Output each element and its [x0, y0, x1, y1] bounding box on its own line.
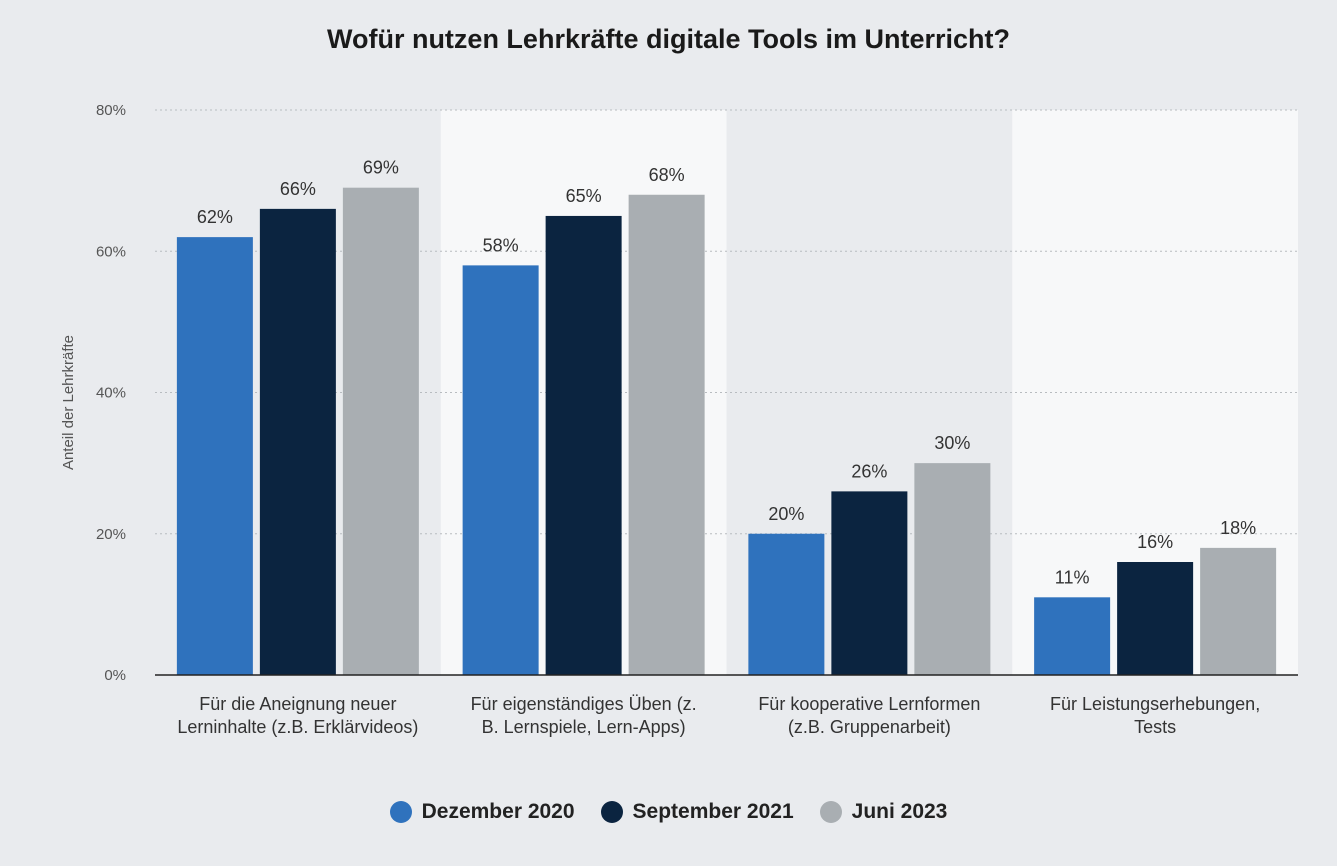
legend-dot-dezember-2020: [389, 801, 412, 823]
data-label: 30%: [934, 433, 970, 453]
x-tick-label: Lerninhalte (z.B. Erklärvideos): [177, 717, 418, 737]
x-tick-label: Für Leistungserhebungen,: [1050, 694, 1260, 714]
bar: [259, 208, 336, 675]
legend-item-dezember-2020[interactable]: Dezember 2020: [389, 800, 575, 824]
bar: [1034, 597, 1111, 675]
legend-label: Juni 2023: [851, 800, 948, 823]
data-label: 11%: [1055, 567, 1090, 587]
data-label: 26%: [851, 461, 887, 481]
data-label: 16%: [1137, 532, 1173, 552]
data-label: 66%: [280, 179, 316, 199]
legend-dot-september-2021: [600, 801, 623, 823]
y-tick-label: 60%: [96, 243, 126, 260]
legend-label: Dezember 2020: [421, 800, 575, 823]
x-tick-label: (z.B. Gruppenarbeit): [788, 717, 951, 737]
bar: [748, 533, 825, 675]
y-tick-label: 40%: [96, 385, 126, 402]
x-tick-label: B. Lernspiele, Lern-Apps): [482, 717, 686, 737]
bar: [914, 463, 991, 675]
x-tick-label: Tests: [1134, 717, 1176, 737]
bar: [1200, 547, 1277, 675]
data-label: 18%: [1220, 518, 1256, 538]
bar: [342, 187, 419, 675]
bar: [1117, 562, 1194, 675]
bar: [831, 491, 908, 675]
bar: [545, 215, 622, 675]
data-label: 58%: [483, 235, 519, 255]
legend: Dezember 2020 September 2021 Juni 2023: [0, 800, 1337, 824]
x-tick-label: Für die Aneignung neuer: [199, 694, 396, 714]
bar: [628, 194, 705, 675]
y-tick-label: 20%: [96, 526, 126, 543]
legend-item-juni-2023[interactable]: Juni 2023: [819, 800, 948, 824]
x-tick-label: Für eigenständiges Üben (z.: [471, 694, 697, 714]
data-label: 68%: [649, 165, 685, 185]
y-tick-label: 0%: [104, 667, 126, 684]
legend-item-september-2021[interactable]: September 2021: [600, 800, 794, 824]
chart-title: Wofür nutzen Lehrkräfte digitale Tools i…: [326, 24, 1011, 54]
y-axis-label: Anteil der Lehrkräfte: [60, 335, 77, 470]
y-tick-label: 80%: [96, 102, 126, 119]
bar: [176, 237, 253, 675]
x-tick-label: Für kooperative Lernformen: [758, 694, 980, 714]
data-label: 20%: [768, 504, 804, 524]
legend-label: September 2021: [632, 800, 794, 823]
data-label: 65%: [566, 186, 602, 206]
data-label: 62%: [197, 207, 233, 227]
bar: [462, 265, 539, 675]
data-label: 69%: [363, 158, 399, 178]
legend-dot-juni-2023: [819, 801, 842, 823]
